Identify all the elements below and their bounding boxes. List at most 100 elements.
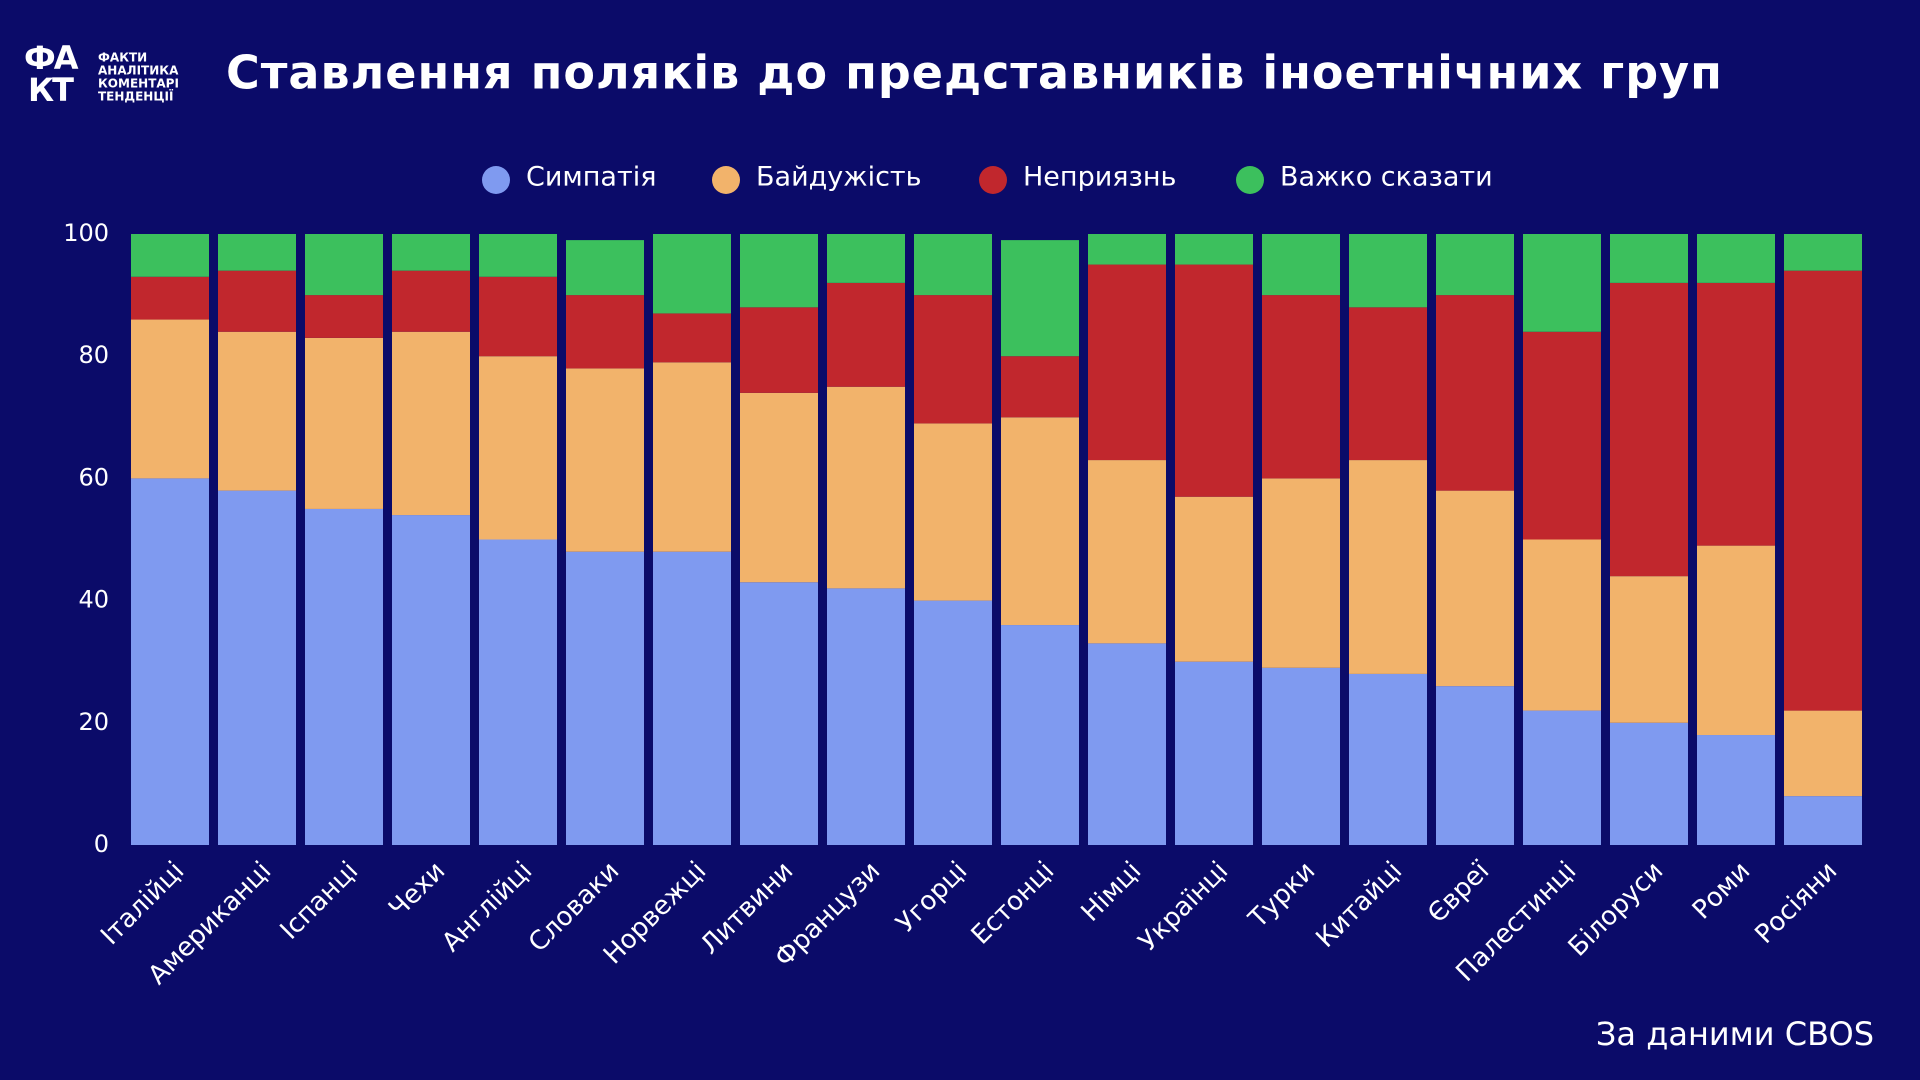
bar-segment (1175, 496, 1253, 662)
bar-segment (1262, 478, 1340, 668)
logo: ФА КТ ФАКТИ АНАЛІТИКА КОМЕНТАРІ ТЕНДЕНЦІ… (24, 39, 179, 109)
bar-segment (827, 282, 905, 387)
bar-segment (1610, 282, 1688, 577)
bar-segment (479, 356, 557, 540)
x-tick-label: Угорці (891, 856, 974, 939)
bar-segment (740, 307, 818, 393)
bar-segment (479, 234, 557, 277)
legend-swatch (712, 166, 740, 194)
bar-segment (914, 600, 992, 845)
bar-segment (218, 331, 296, 491)
legend-swatch (482, 166, 510, 194)
bar-segment (914, 423, 992, 601)
bar-segment (1784, 270, 1862, 711)
bar-segment (218, 270, 296, 332)
bar-segment (914, 295, 992, 424)
bar-segment (218, 234, 296, 271)
bar-segment (1262, 667, 1340, 845)
bar-segment (131, 276, 209, 320)
bar-segment (1523, 710, 1601, 845)
y-tick-label: 100 (63, 219, 109, 247)
bar-segment (392, 234, 470, 271)
bar-segment (1436, 234, 1514, 296)
bar-segment (1436, 490, 1514, 687)
bar-segment (1697, 282, 1775, 546)
x-tick-label: Китайці (1310, 856, 1408, 954)
bar-segment (218, 490, 296, 845)
bar-segment (827, 386, 905, 589)
bar-segment (1610, 234, 1688, 283)
bar-segment (392, 515, 470, 845)
bar-segment (1523, 234, 1601, 332)
bar-segment (1610, 576, 1688, 723)
legend-label: Байдужість (756, 162, 922, 193)
chart-title: Ставлення поляків до представників іноет… (226, 46, 1723, 100)
bar-segment (131, 478, 209, 845)
logo-text: АНАЛІТИКА (98, 64, 179, 78)
x-tick-label: Іспанці (275, 856, 365, 946)
bar-segment (740, 582, 818, 845)
bar-segment (479, 276, 557, 357)
y-tick-label: 40 (78, 586, 109, 614)
y-tick-label: 80 (78, 341, 109, 369)
bar-segment (131, 234, 209, 277)
logo-text: КОМЕНТАРІ (98, 77, 179, 91)
x-tick-label: Білоруси (1563, 856, 1670, 963)
bar-segment (1784, 234, 1862, 271)
bar-segment (1001, 625, 1079, 845)
bar-segment (1262, 295, 1340, 479)
bar-segment (1088, 234, 1166, 265)
legend-label: Неприязнь (1023, 162, 1176, 193)
x-tick-label: Англійці (436, 856, 538, 958)
bar-segment (1001, 356, 1079, 418)
legend-swatch (979, 166, 1007, 194)
bar-segment (1523, 331, 1601, 540)
bar-segment (1088, 643, 1166, 845)
bar-segment (914, 234, 992, 296)
bar-segment (1697, 234, 1775, 283)
bar-segment (1088, 264, 1166, 461)
bar-segment (1523, 539, 1601, 711)
bar-segment (827, 588, 905, 845)
source: За даними CBOS (1596, 1015, 1874, 1053)
bar-segment (566, 551, 644, 845)
x-tick-label: Роми (1687, 856, 1756, 925)
bar-segment (392, 331, 470, 516)
x-tick-label: Турки (1242, 856, 1321, 935)
x-tick-label: Чехи (383, 856, 451, 924)
bar-segment (305, 234, 383, 296)
bar-segment (1349, 673, 1427, 845)
x-tick-label: Росіяни (1749, 856, 1843, 950)
y-tick-label: 60 (78, 463, 109, 491)
bar-segment (827, 234, 905, 283)
bar-segment (740, 392, 818, 583)
bar-segment (653, 313, 731, 363)
y-tick-label: 20 (78, 708, 109, 736)
bar-segment (131, 319, 209, 479)
x-tick-label: Естонці (966, 856, 1061, 951)
bar-segment (1784, 796, 1862, 845)
bar-segment (1175, 661, 1253, 845)
bar-segment (479, 539, 557, 845)
bar-segment (653, 551, 731, 845)
bar-segment (305, 337, 383, 509)
bar-segment (1697, 735, 1775, 845)
bar-segment (1175, 234, 1253, 265)
bar-segment (392, 270, 470, 332)
bar-segment (1349, 234, 1427, 308)
bar-segment (305, 508, 383, 845)
bar-segment (1436, 686, 1514, 845)
x-tick-label: Євреї (1422, 855, 1496, 929)
y-tick-label: 0 (94, 830, 109, 858)
x-tick-label: Українці (1133, 856, 1234, 957)
bar-segment (1349, 307, 1427, 461)
legend-swatch (1236, 166, 1264, 194)
logo-text: ТЕНДЕНЦІЇ (98, 89, 174, 104)
legend-label: Важко сказати (1280, 162, 1493, 193)
bar-segment (1610, 722, 1688, 845)
bar-segment (1175, 264, 1253, 497)
bar-segment (1262, 234, 1340, 296)
bar-segment (1349, 460, 1427, 674)
